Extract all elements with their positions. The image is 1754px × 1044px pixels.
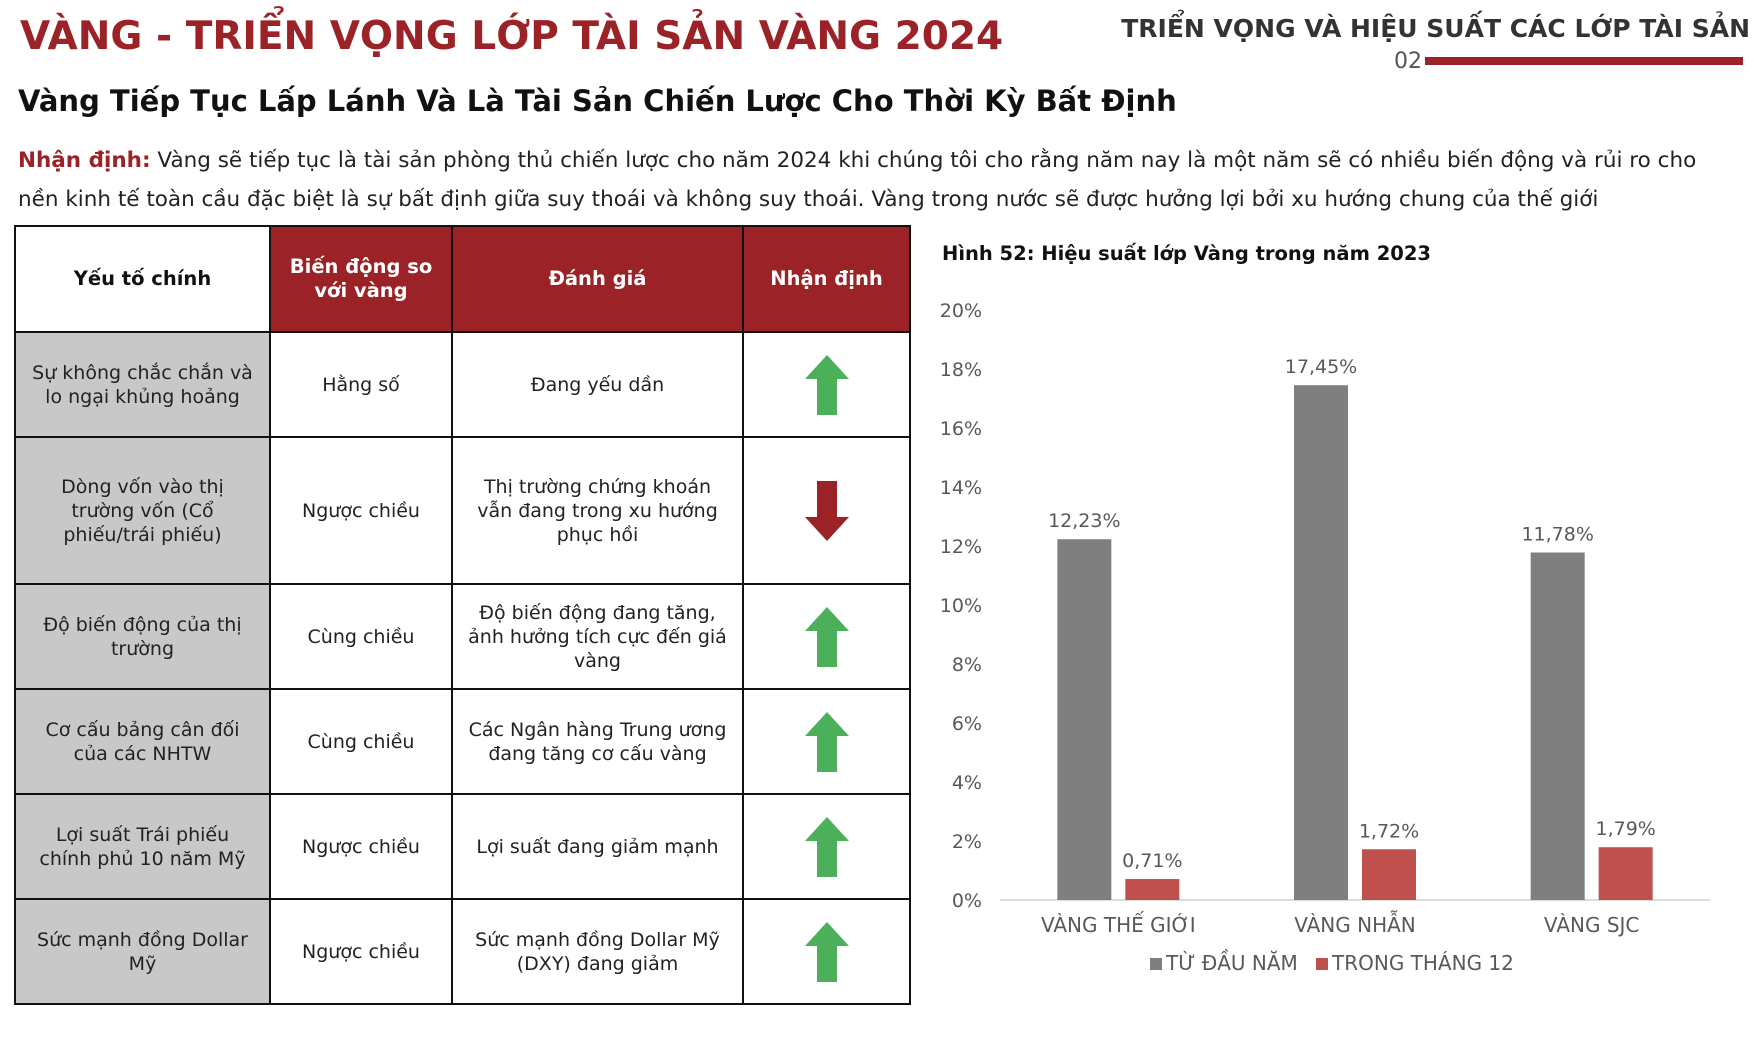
header-factor: Yếu tố chính <box>14 225 271 333</box>
y-tick-label: 14% <box>940 477 982 499</box>
data-label: 1,72% <box>1359 820 1419 842</box>
bar <box>1530 552 1585 900</box>
relation-cell: Hằng số <box>269 331 453 438</box>
y-tick-label: 10% <box>940 595 982 617</box>
outlook-cell <box>742 688 911 795</box>
factor-cell: Dòng vốn vào thị trường vốn (Cổ phiếu/tr… <box>14 436 271 585</box>
relation-cell: Ngược chiều <box>269 793 453 900</box>
y-tick-label: 16% <box>940 418 982 440</box>
legend-swatch <box>1316 958 1328 970</box>
outlook-cell <box>742 331 911 438</box>
assessment-cell: Lợi suất đang giảm mạnh <box>451 793 744 900</box>
figure-caption: Hình 52: Hiệu suất lớp Vàng trong năm 20… <box>942 242 1431 265</box>
arrow-up-icon <box>804 816 849 877</box>
outlook-cell <box>742 793 911 900</box>
x-tick-label: VÀNG NHẪN <box>1294 911 1416 937</box>
table-row: Cơ cấu bảng cân đối của các NHTW Cùng chi… <box>14 688 911 795</box>
y-tick-label: 20% <box>940 300 982 322</box>
relation-cell: Ngược chiều <box>269 898 453 1005</box>
legend-entry: TỪ ĐẦU NĂM <box>1165 950 1298 975</box>
factors-table: Yếu tố chính Biến động so với vàng Đánh … <box>14 225 911 1005</box>
bar <box>1598 847 1653 900</box>
arrow-up-icon <box>804 711 849 772</box>
data-label: 17,45% <box>1285 356 1357 378</box>
data-label: 12,23% <box>1048 510 1120 532</box>
section-rule <box>1425 57 1743 65</box>
header-outlook: Nhận định <box>742 225 911 333</box>
header-assessment: Đánh giá <box>451 225 744 333</box>
y-tick-label: 2% <box>952 831 982 853</box>
table-row: Dòng vốn vào thị trường vốn (Cổ phiếu/tr… <box>14 436 911 585</box>
bar <box>1294 385 1348 901</box>
arrow-up-icon <box>804 606 849 667</box>
intro-paragraph: Nhận định: Vàng sẽ tiếp tục là tài sản p… <box>18 141 1743 219</box>
subtitle: Vàng Tiếp Tục Lấp Lánh Và Là Tài Sản Chi… <box>18 84 1177 118</box>
y-tick-label: 6% <box>952 713 982 735</box>
relation-cell: Cùng chiều <box>269 583 453 690</box>
factor-cell: Sức mạnh đồng Dollar Mỹ <box>14 898 271 1005</box>
bar <box>1362 849 1416 900</box>
legend-entry: TRONG THÁNG 12 <box>1331 951 1514 975</box>
bar <box>1057 539 1112 900</box>
bar-chart: 0% 2% 4% 6% 8% 10% 12% 14% 16% 18% 20% 12,23% 0,71% V… <box>940 300 1710 975</box>
data-label: 0,71% <box>1122 850 1182 872</box>
legend-swatch <box>1150 958 1162 970</box>
assessment-cell: Thị trường chứng khoán vẫn đang trong xu… <box>451 436 744 585</box>
page-number: 02 <box>1394 49 1422 74</box>
intro-lead: Nhận định: <box>18 148 151 173</box>
y-tick-label: 0% <box>952 890 982 912</box>
factor-cell: Cơ cấu bảng cân đối của các NHTW <box>14 688 271 795</box>
y-tick-label: 4% <box>952 772 982 794</box>
relation-cell: Ngược chiều <box>269 436 453 585</box>
x-tick-label: VÀNG THẾ GIỚI <box>1041 912 1196 937</box>
factor-cell: Độ biến động của thị trường <box>14 583 271 690</box>
data-label: 11,78% <box>1521 523 1593 545</box>
table-row: Sức mạnh đồng Dollar Mỹ Ngược chiều Sức mạ… <box>14 898 911 1005</box>
table-row: Sự không chắc chắn và lo ngại khủng hoản… <box>14 331 911 438</box>
arrow-down-icon <box>804 480 849 541</box>
outlook-cell <box>742 898 911 1005</box>
section-title: TRIỂN VỌNG VÀ HIỆU SUẤT CÁC LỚP TÀI SẢN <box>1121 14 1750 43</box>
header-relation: Biến động so với vàng <box>269 225 453 333</box>
table-row: Độ biến động của thị trường Cùng chiều Độ … <box>14 583 911 690</box>
outlook-cell <box>742 436 911 585</box>
arrow-up-icon <box>804 354 849 415</box>
assessment-cell: Sức mạnh đồng Dollar Mỹ (DXY) đang giảm <box>451 898 744 1005</box>
outlook-cell <box>742 583 911 690</box>
table-header-row: Yếu tố chính Biến động so với vàng Đánh … <box>14 225 911 333</box>
page-title: VÀNG - TRIỂN VỌNG LỚP TÀI SẢN VÀNG 2024 <box>20 14 1004 59</box>
arrow-up-icon <box>804 921 849 982</box>
y-tick-label: 8% <box>952 654 982 676</box>
relation-cell: Cùng chiều <box>269 688 453 795</box>
bar <box>1125 879 1180 900</box>
x-tick-label: VÀNG SJC <box>1544 913 1639 937</box>
factor-cell: Lợi suất Trái phiếu chính phủ 10 năm Mỹ <box>14 793 271 900</box>
assessment-cell: Độ biến động đang tăng, ảnh hưởng tích c… <box>451 583 744 690</box>
assessment-cell: Các Ngân hàng Trung ương đang tăng cơ cấ… <box>451 688 744 795</box>
y-tick-label: 12% <box>940 536 982 558</box>
y-tick-label: 18% <box>940 359 982 381</box>
data-label: 1,79% <box>1595 818 1655 840</box>
factor-cell: Sự không chắc chắn và lo ngại khủng hoản… <box>14 331 271 438</box>
intro-text: Vàng sẽ tiếp tục là tài sản phòng thủ ch… <box>18 148 1697 212</box>
table-row: Lợi suất Trái phiếu chính phủ 10 năm Mỹ N… <box>14 793 911 900</box>
assessment-cell: Đang yếu dần <box>451 331 744 438</box>
